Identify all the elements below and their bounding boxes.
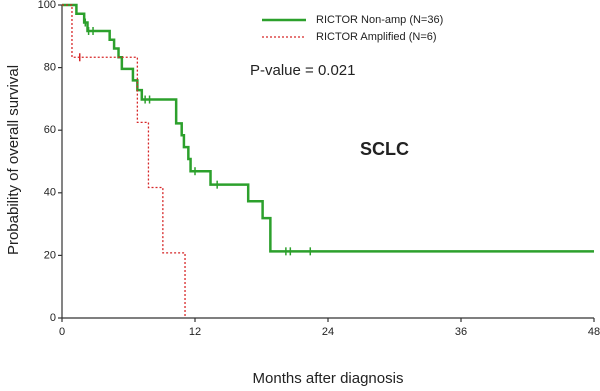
legend-label: RICTOR Amplified (N=6) [316,31,437,43]
survival-curve [62,3,594,253]
y-tick-label: 80 [44,62,56,74]
x-tick-label: 12 [189,326,201,338]
x-tick-label: 24 [322,326,334,338]
y-tick-label: 0 [50,312,56,324]
x-tick-label: 36 [455,326,467,338]
y-tick-label: 60 [44,124,56,136]
y-tick-label: 40 [44,187,56,199]
x-axis-label: Months after diagnosis [253,370,404,387]
p-value: P-value = 0.021 [250,62,356,79]
y-tick-label: 20 [44,249,56,261]
survival-curve [62,4,186,318]
x-tick-label: 0 [59,326,65,338]
subtitle: SCLC [360,139,409,159]
x-tick-label: 48 [588,326,600,338]
y-tick-label: 100 [38,0,56,11]
y-axis-label: Probability of overall survival [5,65,22,255]
legend-label: RICTOR Non-amp (N=36) [316,14,443,26]
